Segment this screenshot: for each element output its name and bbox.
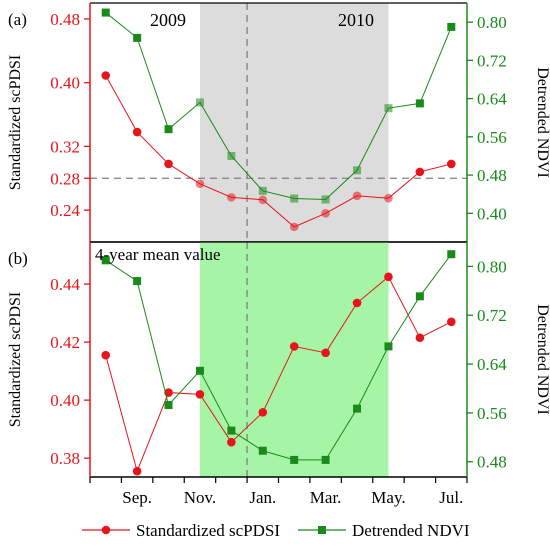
ndvi-point [195, 98, 204, 107]
scpdsi-point [195, 390, 205, 399]
left-axis-title: Standardized scPDSI [7, 55, 24, 191]
shaded-region [199, 3, 389, 242]
ndvi-line [105, 12, 452, 200]
x-tick-label: Jan. [249, 488, 276, 507]
scpdsi-point [258, 195, 268, 205]
x-tick-label: Nov. [184, 488, 216, 507]
ndvi-point [384, 104, 393, 113]
ndvi-point [353, 404, 362, 413]
ndvi-point [164, 400, 173, 409]
legend-ndvi-marker [318, 526, 326, 534]
scpdsi-point [289, 222, 299, 232]
left-tick-label: 0.44 [50, 275, 80, 294]
left-tick-label: 0.38 [50, 449, 80, 468]
scpdsi-point [321, 348, 330, 358]
scpdsi-point [446, 317, 456, 327]
scpdsi-point [227, 437, 236, 447]
left-tick-label: 0.28 [50, 169, 80, 188]
legend-ndvi-label: Detrended NDVI [352, 521, 470, 540]
scpdsi-point [384, 272, 393, 282]
right-tick-label: 0.48 [477, 453, 507, 472]
right-tick-label: 0.72 [477, 306, 507, 325]
right-tick-label: 0.56 [477, 128, 507, 147]
ndvi-point [447, 22, 456, 31]
scpdsi-point [101, 71, 111, 80]
x-tick-label: Jul. [439, 488, 463, 507]
ndvi-point [415, 292, 424, 301]
scpdsi-point [321, 209, 330, 218]
right-tick-label: 0.64 [477, 90, 507, 109]
ndvi-point [133, 33, 142, 42]
left-tick-label: 0.42 [50, 333, 80, 352]
left-axis-title: Standardized scPDSI [7, 292, 24, 428]
ndvi-point [164, 125, 173, 134]
ndvi-point [133, 277, 142, 286]
ndvi-point [290, 194, 299, 203]
panel-label: (b) [8, 249, 28, 268]
right-axis-title: Detrended NDVI [534, 67, 550, 178]
right-tick-label: 0.80 [477, 257, 507, 276]
left-tick-label: 0.24 [50, 201, 80, 220]
left-tick-label: 0.40 [50, 74, 80, 93]
ndvi-point [101, 8, 110, 17]
scpdsi-point [195, 179, 205, 189]
scpdsi-point [101, 350, 111, 360]
ndvi-point [321, 455, 330, 464]
ndvi-point [415, 99, 424, 108]
year-annotation-2010: 2010 [338, 10, 374, 30]
scpdsi-point [132, 127, 142, 137]
scpdsi-point [132, 466, 142, 476]
x-tick-label: Sep. [122, 488, 152, 507]
panel-label: (a) [8, 10, 27, 29]
right-tick-label: 0.56 [477, 404, 507, 423]
scpdsi-point [352, 298, 362, 308]
scpdsi-point [415, 167, 425, 177]
scpdsi-line [105, 75, 452, 228]
ndvi-line [105, 253, 452, 461]
right-tick-label: 0.80 [477, 13, 507, 32]
legend-scpdsi-label: Standardized scPDSI [136, 521, 280, 540]
right-tick-label: 0.48 [477, 166, 507, 185]
ndvi-point [290, 455, 299, 464]
ndvi-point [258, 186, 267, 195]
left-tick-label: 0.32 [50, 137, 80, 156]
left-tick-label: 0.40 [50, 391, 80, 410]
ndvi-point [227, 426, 236, 435]
legend-scpdsi-marker [101, 525, 111, 535]
scpdsi-point [164, 159, 173, 169]
x-tick-label: May. [371, 488, 405, 507]
scpdsi-point [352, 191, 362, 201]
ndvi-point [258, 446, 267, 455]
shaded-region [199, 242, 389, 477]
x-tick-label: Mar. [310, 488, 342, 507]
scpdsi-point [446, 159, 456, 169]
year-annotation-2009: 2009 [150, 10, 186, 30]
ndvi-point [101, 256, 110, 265]
ndvi-point [195, 366, 204, 375]
right-tick-label: 0.64 [477, 355, 507, 374]
ndvi-point [321, 195, 330, 204]
scpdsi-point [415, 333, 425, 343]
scpdsi-point [384, 193, 393, 203]
ndvi-point [353, 166, 362, 175]
ndvi-point [447, 250, 456, 259]
ndvi-point [227, 151, 236, 160]
ndvi-point [384, 342, 393, 351]
left-tick-label: 0.48 [50, 10, 80, 29]
right-tick-label: 0.72 [477, 51, 507, 70]
scpdsi-point [289, 342, 299, 351]
right-axis-title: Detrended NDVI [534, 304, 550, 415]
scpdsi-point [227, 193, 236, 202]
scpdsi-point [258, 408, 268, 417]
mean-value-annotation: 4-year mean value [95, 245, 221, 264]
scpdsi-line [105, 276, 452, 473]
right-tick-label: 0.40 [477, 204, 507, 223]
